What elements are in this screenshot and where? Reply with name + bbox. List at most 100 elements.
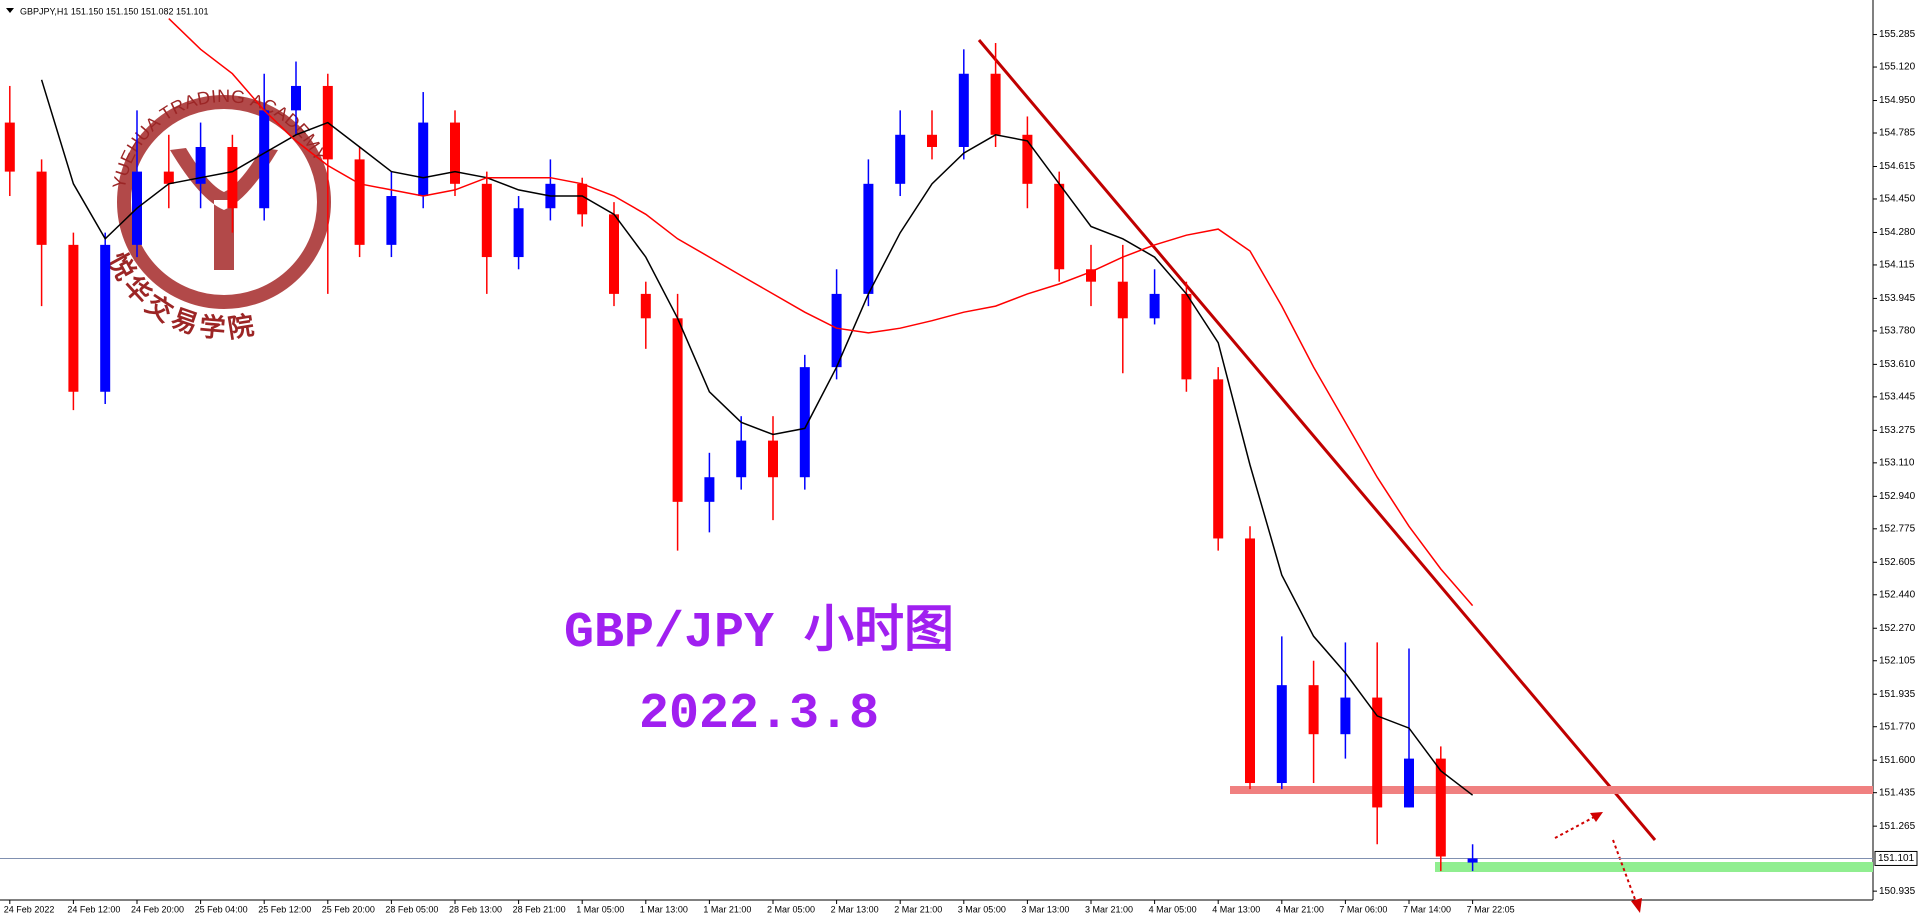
resistance-zone <box>1230 786 1873 794</box>
candle-body <box>1245 538 1255 784</box>
x-tick-label: 3 Mar 21:00 <box>1085 904 1133 914</box>
y-tick-label: 154.950 <box>1879 95 1916 106</box>
candle-body <box>354 159 365 245</box>
current-price-label: 151.101 <box>1878 853 1915 864</box>
x-tick-label: 7 Mar 06:00 <box>1339 904 1387 914</box>
arrow-down-head <box>1631 898 1642 913</box>
candle-body <box>609 214 619 294</box>
candle-body <box>1467 858 1478 863</box>
candle-body <box>195 146 206 184</box>
moving-average-line <box>168 18 1474 607</box>
candle-body <box>768 440 778 478</box>
arrow-up-head <box>1590 812 1603 822</box>
candle-body <box>481 183 492 258</box>
x-tick-label: 25 Feb 04:00 <box>195 904 248 914</box>
x-tick-label: 28 Feb 21:00 <box>513 904 566 914</box>
x-tick-label: 4 Mar 13:00 <box>1212 904 1260 914</box>
y-tick-label: 153.275 <box>1879 425 1916 436</box>
candle-body <box>1054 183 1065 270</box>
x-tick-label: 3 Mar 05:00 <box>958 904 1006 914</box>
candle-body <box>736 440 747 478</box>
current-price-box <box>1874 850 1918 866</box>
x-tick-label: 24 Feb 12:00 <box>67 904 120 914</box>
y-tick-label: 154.115 <box>1879 260 1915 271</box>
candle-body <box>4 122 15 172</box>
y-tick-label: 155.120 <box>1879 62 1916 73</box>
candle-body <box>831 293 842 368</box>
candle-body <box>958 73 969 147</box>
y-tick-label: 155.285 <box>1879 29 1916 40</box>
candle-body <box>1340 697 1351 735</box>
candle-body <box>1149 293 1160 319</box>
candle-body <box>68 244 79 392</box>
x-tick-label: 24 Feb 20:00 <box>131 904 184 914</box>
chart-header: GBPJPY,H1 151.150 151.150 151.082 151.10… <box>20 6 209 16</box>
x-tick-label: 2 Mar 05:00 <box>767 904 815 914</box>
y-tick-label: 151.935 <box>1879 689 1916 700</box>
menu-arrow[interactable] <box>6 8 14 13</box>
y-tick-label: 152.605 <box>1879 557 1916 568</box>
y-tick-label: 152.105 <box>1879 655 1916 666</box>
candle-body <box>227 146 238 209</box>
x-tick-label: 24 Feb 2022 <box>4 904 55 914</box>
x-tick-label: 25 Feb 20:00 <box>322 904 375 914</box>
candle-body <box>100 244 111 392</box>
annotation-date: 2022.3.8 <box>639 686 879 743</box>
candle-body <box>1435 758 1446 857</box>
x-tick-label: 3 Mar 13:00 <box>1021 904 1069 914</box>
candle-body <box>1213 379 1224 539</box>
arrow-up <box>1554 815 1597 839</box>
y-tick-label: 152.775 <box>1879 523 1916 534</box>
candle-body <box>1022 134 1033 184</box>
x-tick-label: 1 Mar 05:00 <box>576 904 624 914</box>
x-tick-label: 1 Mar 13:00 <box>640 904 688 914</box>
candle-body <box>895 134 906 184</box>
y-tick-label: 151.435 <box>1879 787 1916 798</box>
candle-body <box>1181 293 1192 380</box>
candle-body <box>1308 685 1319 735</box>
arrow-down <box>1612 839 1637 903</box>
logo-ring <box>117 95 331 309</box>
y-tick-label: 150.935 <box>1879 886 1916 897</box>
moving-average-line <box>40 79 1474 796</box>
y-tick-label: 153.610 <box>1879 359 1916 370</box>
candle-body <box>1372 697 1383 808</box>
y-tick-label: 153.445 <box>1879 392 1916 403</box>
x-tick-label: 25 Feb 12:00 <box>258 904 311 914</box>
x-tick-label: 7 Mar 14:00 <box>1403 904 1451 914</box>
y-tick-label: 154.280 <box>1879 227 1916 238</box>
candle-body <box>577 183 588 215</box>
support-zone <box>1435 862 1873 872</box>
y-tick-label: 152.440 <box>1879 589 1916 600</box>
x-tick-label: 2 Mar 21:00 <box>894 904 942 914</box>
x-tick-label: 4 Mar 21:00 <box>1276 904 1324 914</box>
candle-body <box>640 293 651 319</box>
candle-body <box>291 85 301 111</box>
candle-body <box>990 73 1001 135</box>
y-tick-label: 154.450 <box>1879 194 1916 205</box>
candle-body <box>927 134 937 147</box>
candle-body <box>36 171 47 245</box>
x-tick-label: 28 Feb 05:00 <box>385 904 438 914</box>
candle-body <box>386 196 397 245</box>
x-tick-label: 7 Mar 22:05 <box>1467 904 1515 914</box>
candle-body <box>163 171 174 184</box>
candle-body <box>1276 685 1287 784</box>
y-tick-label: 151.770 <box>1879 721 1916 732</box>
candle-body <box>418 122 429 197</box>
y-tick-label: 151.265 <box>1879 821 1916 832</box>
candle-body <box>799 367 810 478</box>
trend-line <box>977 39 1657 841</box>
x-tick-label: 1 Mar 21:00 <box>703 904 751 914</box>
x-tick-label: 4 Mar 05:00 <box>1149 904 1197 914</box>
candle-body <box>1117 281 1128 319</box>
candle-body <box>704 477 715 502</box>
y-tick-label: 152.270 <box>1879 623 1916 634</box>
x-tick-label: 28 Feb 13:00 <box>449 904 502 914</box>
y-tick-label: 152.940 <box>1879 491 1916 502</box>
annotation-title: GBP/JPY 小时图 <box>564 603 954 662</box>
y-tick-label: 153.780 <box>1879 326 1916 337</box>
candle-body <box>863 183 874 294</box>
candle-body <box>513 208 524 258</box>
